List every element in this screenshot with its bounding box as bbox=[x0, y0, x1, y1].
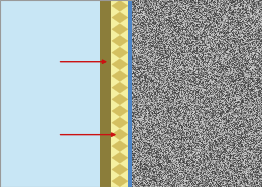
Polygon shape bbox=[112, 117, 128, 128]
Bar bbox=[111, 105, 128, 117]
Polygon shape bbox=[112, 176, 128, 187]
Bar bbox=[111, 164, 128, 175]
Bar bbox=[0, 0, 100, 187]
Bar bbox=[111, 129, 128, 140]
Polygon shape bbox=[112, 70, 128, 82]
Polygon shape bbox=[112, 94, 128, 105]
Polygon shape bbox=[112, 47, 128, 58]
Bar bbox=[111, 94, 128, 105]
Polygon shape bbox=[112, 164, 128, 175]
Bar bbox=[111, 23, 128, 35]
Polygon shape bbox=[112, 129, 128, 140]
Bar bbox=[111, 117, 128, 129]
Bar bbox=[111, 47, 128, 58]
Polygon shape bbox=[112, 24, 128, 35]
Bar bbox=[111, 175, 128, 187]
Bar bbox=[111, 140, 128, 152]
Bar bbox=[111, 0, 128, 12]
Bar bbox=[128, 0, 132, 187]
Bar bbox=[111, 70, 128, 82]
Bar bbox=[100, 0, 111, 187]
Bar bbox=[111, 82, 128, 94]
Polygon shape bbox=[112, 0, 128, 11]
Polygon shape bbox=[112, 82, 128, 93]
Bar bbox=[111, 0, 128, 187]
Polygon shape bbox=[112, 36, 128, 46]
Polygon shape bbox=[112, 12, 128, 23]
Bar bbox=[111, 152, 128, 164]
Polygon shape bbox=[112, 152, 128, 163]
Polygon shape bbox=[112, 59, 128, 70]
Bar bbox=[111, 12, 128, 23]
Bar bbox=[111, 58, 128, 70]
Polygon shape bbox=[112, 141, 128, 151]
Polygon shape bbox=[112, 105, 128, 117]
Bar bbox=[111, 35, 128, 47]
Bar bbox=[128, 0, 132, 187]
